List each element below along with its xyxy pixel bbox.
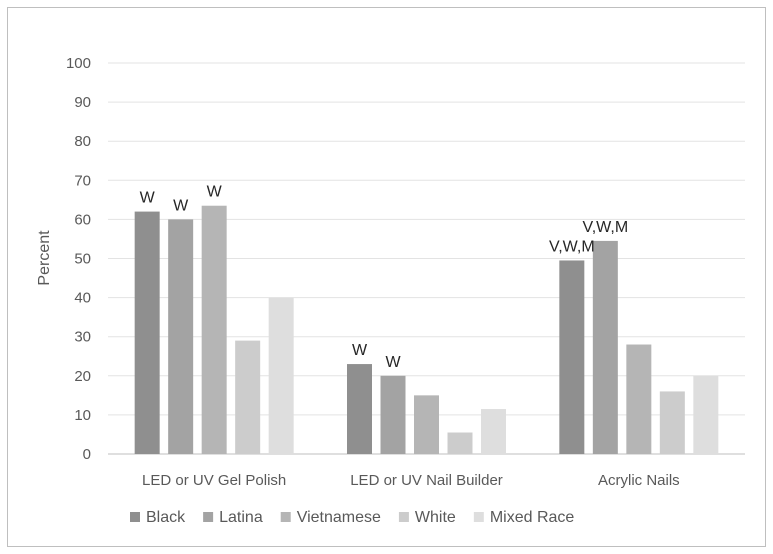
- legend: Black Latina Vietnamese White Mixed Race: [130, 509, 574, 526]
- y-tick-label: 50: [74, 251, 91, 268]
- bar-latina: [380, 375, 406, 454]
- bar-black: [134, 211, 160, 454]
- legend-item-white: White: [415, 509, 456, 526]
- data-label: V,W,M: [583, 219, 629, 236]
- bar-white: [659, 391, 685, 454]
- bar-mixed-race: [481, 409, 506, 454]
- bar-vietnamese: [626, 344, 652, 454]
- data-label: W: [352, 342, 368, 359]
- bar-mixed-race: [268, 297, 294, 454]
- legend-swatch: [280, 512, 291, 522]
- y-tick-label: 20: [74, 368, 91, 385]
- legend-item-latina: Latina: [219, 509, 263, 526]
- y-tick-label: 60: [74, 211, 91, 228]
- chart-frame: [7, 7, 766, 547]
- legend-item-black: Black: [146, 509, 186, 526]
- bar-vietnamese: [201, 205, 227, 454]
- bars: [134, 205, 719, 454]
- y-tick-label: 10: [74, 407, 91, 424]
- y-tick-label: 30: [74, 329, 91, 346]
- data-label: V,W,M: [549, 238, 595, 255]
- data-label: W: [140, 190, 156, 207]
- x-category-label: LED or UV Nail Builder: [350, 472, 503, 489]
- data-label: W: [385, 354, 401, 371]
- y-axis-ticks: 0 10 20 30 40 50 60 70 80 90 100: [66, 55, 91, 463]
- x-axis-categories: LED or UV Gel Polish LED or UV Nail Build…: [142, 472, 680, 489]
- bar-latina: [168, 219, 194, 454]
- x-category-label: LED or UV Gel Polish: [142, 472, 286, 489]
- y-tick-label: 70: [74, 172, 91, 189]
- y-tick-label: 90: [74, 94, 91, 111]
- y-tick-label: 0: [83, 446, 91, 463]
- legend-swatch: [203, 512, 214, 522]
- legend-item-mixed-race: Mixed Race: [490, 509, 575, 526]
- bar-mixed-race: [693, 375, 719, 454]
- y-tick-label: 80: [74, 133, 91, 150]
- legend-item-vietnamese: Vietnamese: [297, 509, 381, 526]
- bar-white: [447, 432, 473, 454]
- legend-swatch: [473, 512, 484, 522]
- data-label: W: [207, 184, 223, 201]
- bar-black: [347, 364, 372, 454]
- y-axis-label: Percent: [36, 230, 53, 286]
- y-tick-label: 40: [74, 290, 91, 307]
- x-category-label: Acrylic Nails: [598, 472, 680, 489]
- data-label: W: [173, 197, 189, 214]
- bar-latina: [592, 240, 618, 454]
- legend-swatch: [398, 512, 409, 522]
- bar-vietnamese: [414, 395, 439, 454]
- bar-black: [559, 260, 585, 454]
- legend-swatch: [130, 512, 140, 522]
- y-tick-label: 100: [66, 55, 91, 72]
- bar-white: [235, 340, 261, 454]
